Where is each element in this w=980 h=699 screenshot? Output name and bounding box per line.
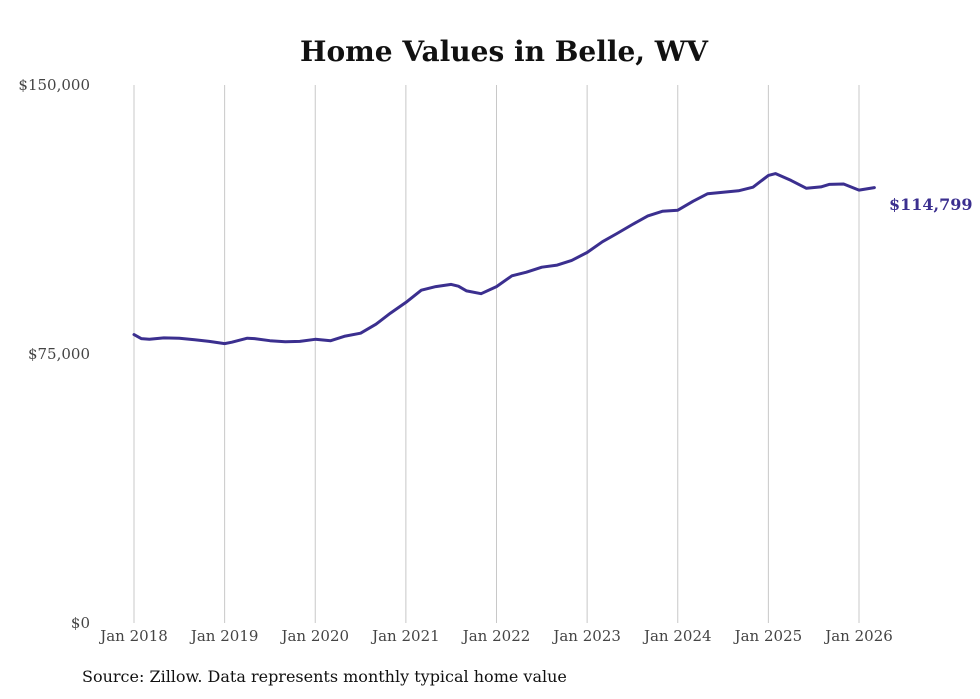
y-axis-ticks: $0 $75,000 $150,000 bbox=[18, 76, 90, 632]
x-axis-ticks: Jan 2018 Jan 2019 Jan 2020 Jan 2021 Jan 2022… bbox=[98, 627, 893, 645]
y-tick-label: $75,000 bbox=[28, 345, 90, 363]
chart-title: Home Values in Belle, WV bbox=[300, 35, 709, 68]
source-note: Source: Zillow. Data represents monthly … bbox=[82, 667, 567, 686]
x-tick-label: Jan 2025 bbox=[733, 627, 803, 645]
x-tick-label: Jan 2020 bbox=[279, 627, 349, 645]
end-value-label: $114,799 bbox=[889, 195, 973, 214]
x-tick-label: Jan 2021 bbox=[370, 627, 440, 645]
x-tick-label: Jan 2026 bbox=[823, 627, 893, 645]
y-tick-label: $0 bbox=[71, 614, 90, 632]
x-tick-label: Jan 2024 bbox=[642, 627, 712, 645]
y-tick-label: $150,000 bbox=[18, 76, 90, 94]
x-tick-label: Jan 2019 bbox=[189, 627, 259, 645]
series-line bbox=[132, 172, 876, 346]
x-tick-label: Jan 2022 bbox=[461, 627, 531, 645]
x-tick-label: Jan 2023 bbox=[551, 627, 621, 645]
x-tick-label: Jan 2018 bbox=[98, 627, 168, 645]
gridlines bbox=[133, 85, 860, 623]
